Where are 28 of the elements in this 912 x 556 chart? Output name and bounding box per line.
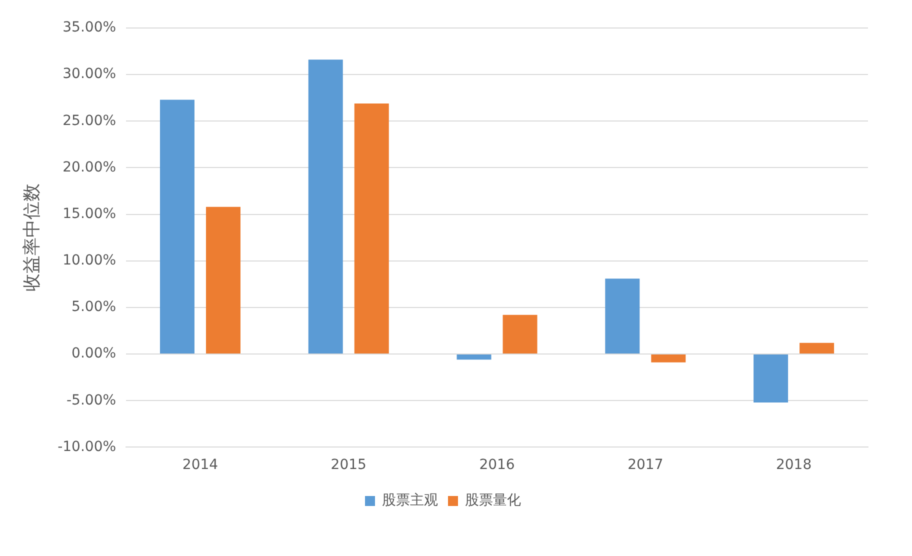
y-tick-label: 35.00%	[62, 20, 116, 36]
x-tick-label: 2018	[776, 457, 812, 474]
x-tick-label: 2014	[182, 457, 218, 474]
y-tick-label: 5.00%	[72, 299, 116, 316]
x-tick-label: 2015	[330, 457, 366, 474]
y-axis-title: 收益率中位数	[21, 184, 42, 292]
y-tick-label: 25.00%	[62, 112, 116, 129]
y-tick-label: 0.00%	[72, 346, 116, 362]
y-tick-label: 10.00%	[62, 252, 116, 269]
legend-label: 股票主观	[382, 492, 438, 509]
bar	[456, 354, 492, 360]
bar	[754, 354, 788, 402]
bar	[502, 314, 538, 354]
bar	[308, 60, 343, 354]
legend-label: 股票量化	[465, 492, 521, 509]
y-tick-label: 20.00%	[62, 159, 116, 176]
bar	[605, 278, 640, 354]
x-tick-label: 2017	[628, 457, 664, 474]
x-tick-label: 2016	[479, 457, 515, 474]
y-tick-label: 15.00%	[62, 206, 116, 222]
bar	[800, 342, 834, 354]
bar	[651, 354, 686, 362]
y-tick-label: -10.00%	[58, 438, 116, 455]
y-tick-label: -5.00%	[66, 392, 116, 408]
bar	[160, 100, 194, 354]
bar	[354, 103, 389, 354]
bar	[206, 206, 240, 354]
y-tick-label: 30.00%	[62, 66, 116, 82]
